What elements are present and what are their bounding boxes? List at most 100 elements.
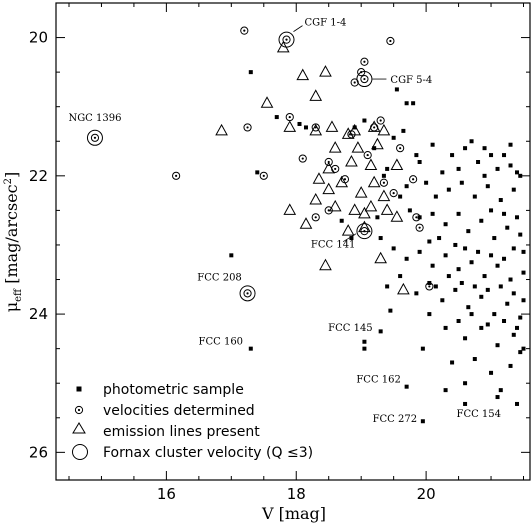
photometric-point: [404, 384, 409, 389]
fornax-point: [356, 223, 373, 240]
velocity-point-center: [418, 226, 421, 229]
photometric-point: [489, 253, 494, 258]
y-tick-label: 26: [29, 443, 48, 461]
emission-point: [309, 123, 323, 136]
photometric-point: [440, 170, 445, 175]
photometric-point: [414, 153, 419, 158]
velocity-point: [360, 57, 369, 66]
y-axis-title-text: μeff [mag/arcsec2]: [2, 172, 24, 313]
velocity-point-center: [262, 174, 265, 177]
photometric-point: [407, 208, 412, 213]
annotation-leader: [342, 233, 357, 243]
velocity-point-center: [285, 38, 288, 41]
velocity-point-center: [363, 60, 366, 63]
velocity-point-center: [334, 167, 337, 171]
photometric-point: [489, 208, 494, 213]
photometric-point: [297, 121, 302, 126]
annotation-label: FCC 141: [311, 240, 356, 251]
y-axis-title-end: ]: [2, 172, 21, 178]
photometric-point: [430, 263, 435, 268]
photometric-point: [381, 173, 386, 178]
x-axis-title: V [mag]: [261, 504, 326, 523]
x-tick-label: 18: [287, 485, 306, 503]
photometric-point: [515, 215, 520, 220]
legend-square-marker: [76, 386, 82, 392]
annotation-label: FCC 208: [197, 272, 242, 283]
emission-point: [397, 282, 410, 295]
photometric-point: [443, 388, 448, 393]
photometric-point: [482, 173, 487, 178]
velocity-point-center: [301, 157, 304, 160]
annotation-label: FCC 154: [457, 409, 502, 420]
velocity-point-center: [379, 119, 382, 122]
photometric-point: [482, 146, 487, 151]
emission-point: [371, 137, 384, 150]
x-tick-label: 16: [157, 485, 176, 503]
photometric-point: [495, 166, 500, 171]
emission-point: [341, 224, 355, 236]
velocity-point-center: [399, 147, 402, 150]
photometric-point: [463, 381, 468, 386]
emission-point: [328, 141, 342, 153]
photometric-point: [463, 336, 468, 341]
velocity-point: [298, 154, 307, 163]
photometric-point: [378, 236, 383, 241]
velocity-point: [412, 213, 421, 222]
velocity-point: [259, 171, 268, 180]
photometric-point: [391, 246, 396, 251]
photometric-point: [492, 236, 497, 241]
photometric-point: [398, 274, 403, 279]
photometric-point: [443, 222, 448, 227]
photometric-point: [450, 153, 455, 158]
legend-label-emission: emission lines present: [103, 424, 260, 440]
velocity-point: [389, 189, 398, 198]
y-tick-label: 24: [29, 305, 48, 323]
photometric-point: [430, 142, 435, 147]
photometric-point: [518, 315, 523, 320]
photometric-point: [472, 194, 477, 199]
photometric-point: [420, 419, 425, 424]
photometric-point: [427, 312, 432, 317]
fornax-point: [86, 129, 103, 146]
photometric-point: [505, 301, 510, 306]
velocity-point-center: [389, 39, 392, 43]
photometric-point: [453, 287, 458, 292]
photometric-point: [479, 294, 484, 299]
annotation-label: FCC 162: [356, 375, 401, 386]
photometric-point: [511, 187, 516, 192]
photometric-point: [485, 184, 490, 189]
photometric-point: [255, 170, 260, 175]
emission-point: [390, 158, 404, 170]
emission-point: [299, 217, 313, 229]
axis-ticks: 16 18 20 20 22 24 26: [29, 2, 530, 503]
velocity-point: [172, 171, 181, 180]
velocity-point-center: [243, 29, 246, 32]
photometric-point: [391, 135, 396, 140]
annotations: CGF 1-4 CGF 5-4 NGC 1396 FCC 141 FCC 208 FCC …: [68, 18, 501, 426]
photometric-point: [378, 329, 383, 334]
emission-point: [325, 120, 339, 132]
velocity-point: [386, 36, 395, 46]
photometric-point: [385, 284, 390, 289]
photometric-point: [437, 236, 442, 241]
legend: photometric sample velocities determined…: [72, 382, 313, 461]
velocity-point-center: [392, 192, 395, 195]
velocity-point: [376, 116, 385, 125]
velocity-point: [357, 68, 366, 77]
velocity-point-center: [415, 216, 418, 219]
velocity-point-center: [246, 126, 249, 129]
velocity-point: [396, 144, 405, 153]
emission-point: [345, 154, 358, 167]
photometric-point: [505, 225, 510, 230]
emission-point: [319, 258, 332, 271]
photometric-point: [489, 153, 494, 158]
photometric-point: [459, 280, 464, 285]
annotation-label: CGF 1-4: [305, 18, 347, 29]
photometric-point: [469, 260, 474, 265]
emission-point: [377, 123, 391, 136]
emission-point: [358, 220, 371, 233]
emission-point: [309, 192, 323, 205]
emission-point: [335, 175, 349, 188]
photometric-point: [229, 253, 234, 258]
